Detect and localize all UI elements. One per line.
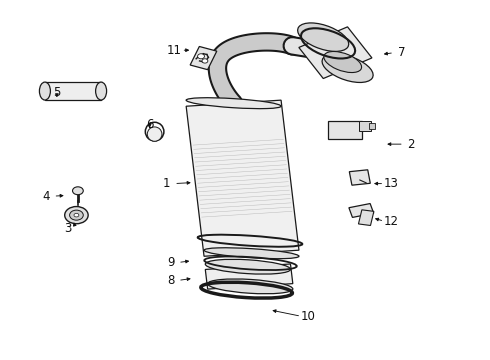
Text: 7: 7 [397, 46, 405, 59]
Text: 12: 12 [384, 215, 399, 228]
Ellipse shape [208, 279, 293, 294]
Ellipse shape [39, 82, 50, 100]
Ellipse shape [74, 213, 79, 217]
Polygon shape [359, 210, 374, 225]
Polygon shape [369, 123, 375, 129]
Polygon shape [349, 203, 374, 217]
Text: 13: 13 [384, 177, 399, 190]
Text: 4: 4 [43, 190, 50, 203]
Ellipse shape [322, 54, 373, 82]
Circle shape [197, 54, 204, 59]
Text: 9: 9 [167, 256, 174, 269]
Text: 1: 1 [163, 177, 171, 190]
Text: 3: 3 [65, 222, 72, 235]
Polygon shape [359, 121, 371, 131]
Text: 2: 2 [407, 138, 415, 150]
Circle shape [73, 187, 83, 195]
Ellipse shape [204, 248, 299, 259]
Polygon shape [190, 46, 217, 70]
Polygon shape [45, 82, 101, 100]
Ellipse shape [96, 82, 107, 100]
Circle shape [202, 59, 208, 63]
Text: 8: 8 [167, 274, 174, 287]
Ellipse shape [324, 51, 362, 72]
Text: 11: 11 [167, 44, 182, 57]
Polygon shape [349, 170, 370, 185]
Ellipse shape [65, 207, 88, 224]
Polygon shape [328, 121, 362, 139]
Ellipse shape [147, 127, 162, 141]
Polygon shape [186, 100, 299, 256]
Polygon shape [205, 264, 293, 289]
Ellipse shape [70, 210, 83, 220]
Polygon shape [299, 27, 372, 78]
Ellipse shape [297, 23, 349, 51]
Ellipse shape [186, 98, 281, 109]
Text: 10: 10 [301, 310, 316, 323]
Text: 6: 6 [146, 118, 153, 131]
Text: 5: 5 [53, 86, 61, 99]
Ellipse shape [205, 259, 291, 274]
